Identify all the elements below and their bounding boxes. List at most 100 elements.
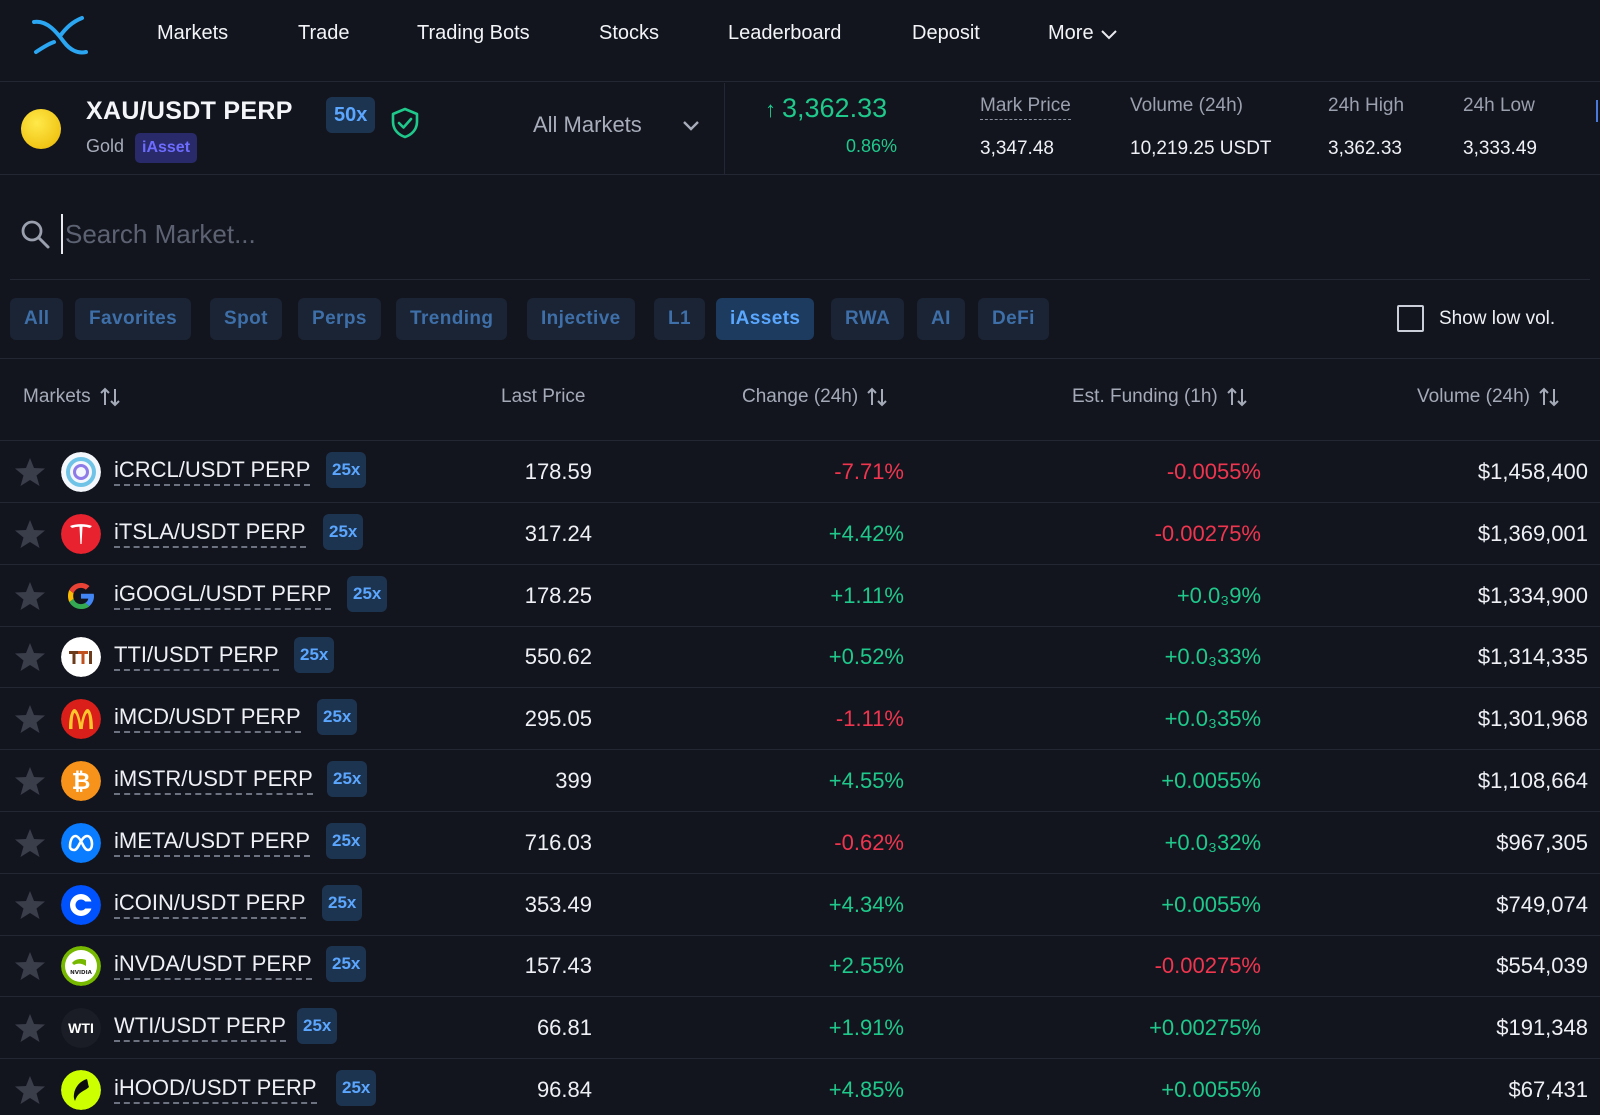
- market-name[interactable]: iGOOGL/USDT PERP: [114, 581, 332, 610]
- sort-icon[interactable]: [1538, 386, 1560, 408]
- chip-rwa[interactable]: RWA: [831, 298, 905, 340]
- table-row[interactable]: iCRCL/USDT PERP 25x 178.59 -7.71% -0.0055% $1…: [0, 441, 1600, 503]
- chip-trending[interactable]: Trending: [396, 298, 508, 340]
- chip-injective[interactable]: Injective: [527, 298, 635, 340]
- leverage-badge: 25x: [322, 884, 363, 921]
- top-nav: Markets Trade Trading Bots Stocks Leader…: [0, 0, 1600, 82]
- mcdonalds-icon: [61, 699, 101, 740]
- th-funding: Est. Funding (1h): [1072, 386, 1248, 408]
- mark-price-value: 3,347.48: [980, 138, 1054, 159]
- chip-perps[interactable]: Perps: [298, 298, 381, 340]
- show-low-vol-label[interactable]: Show low vol.: [1439, 308, 1556, 329]
- sort-icon[interactable]: [99, 386, 121, 408]
- nav-markets[interactable]: Markets: [157, 22, 229, 44]
- nav-trade[interactable]: Trade: [298, 22, 350, 44]
- volume-cell: $1,314,335: [1477, 644, 1588, 670]
- leverage-badge: 25x: [317, 699, 358, 736]
- filter-divider: [0, 358, 1600, 359]
- market-name[interactable]: iHOOD/USDT PERP: [114, 1075, 317, 1104]
- search-input[interactable]: [61, 214, 761, 254]
- volume-value: 10,219.25 USDT: [1130, 138, 1272, 159]
- chip-l1[interactable]: L1: [654, 298, 705, 340]
- nav-leaderboard[interactable]: Leaderboard: [728, 22, 842, 44]
- th-change-label: Change (24h): [742, 386, 859, 408]
- volume-cell: $67,431: [1508, 1077, 1588, 1102]
- chip-iassets[interactable]: iAssets: [716, 298, 815, 340]
- market-name[interactable]: iMSTR/USDT PERP: [114, 766, 313, 795]
- favorite-star-icon[interactable]: [14, 828, 46, 863]
- market-header: [0, 83, 1600, 175]
- table-row[interactable]: NVIDIA iNVDA/USDT PERP 25x 157.43 +2.55% -0.0…: [0, 935, 1600, 998]
- all-markets-dropdown[interactable]: All Markets: [533, 112, 699, 138]
- market-name[interactable]: iTSLA/USDT PERP: [114, 519, 306, 548]
- nav-more[interactable]: More: [1048, 22, 1118, 45]
- search-divider: [10, 279, 1590, 280]
- last-price-cell: 96.84: [536, 1077, 592, 1102]
- favorite-star-icon[interactable]: [14, 890, 46, 925]
- wti-icon: WTI: [61, 1008, 101, 1049]
- mark-price-label[interactable]: Mark Price: [980, 95, 1071, 120]
- market-name[interactable]: iCRCL/USDT PERP: [114, 457, 311, 486]
- favorite-star-icon[interactable]: [14, 1075, 46, 1110]
- table-row[interactable]: TTI/USDT PERP 25x 550.62 +0.52% +0.0₃33% $1,3…: [0, 626, 1600, 689]
- market-name[interactable]: WTI/USDT PERP: [114, 1013, 286, 1043]
- market-name[interactable]: TTI/USDT PERP: [114, 642, 279, 672]
- table-row[interactable]: iHOOD/USDT PERP 25x 96.84 +4.85% +0.0055% $67…: [0, 1059, 1600, 1115]
- table-row[interactable]: iMETA/USDT PERP 25x 716.03 -0.62% +0.0₃32% $9…: [0, 812, 1600, 874]
- favorite-star-icon[interactable]: [14, 704, 46, 739]
- market-name[interactable]: iNVDA/USDT PERP: [114, 951, 312, 981]
- market-name[interactable]: iCOIN/USDT PERP: [114, 890, 306, 919]
- funding-cell: +0.00275%: [1149, 1015, 1261, 1041]
- google-icon: [61, 575, 101, 616]
- shield-check-icon: [391, 107, 419, 139]
- leverage-badge: 25x: [327, 761, 368, 797]
- favorite-star-icon[interactable]: [14, 1013, 46, 1048]
- chip-favorites[interactable]: Favorites: [75, 298, 192, 340]
- table-row[interactable]: iGOOGL/USDT PERP 25x 178.25 +1.11% +0.0₃9% $1…: [0, 565, 1600, 627]
- favorite-star-icon[interactable]: [14, 951, 46, 986]
- leverage-badge: 25x: [347, 575, 388, 612]
- low-value: 3,333.49: [1463, 138, 1537, 159]
- scroll-indicator: [1596, 100, 1598, 122]
- pair-title: XAU/USDT PERP: [86, 97, 293, 125]
- table-row[interactable]: iTSLA/USDT PERP 25x 317.24 +4.42% -0.00275% $…: [0, 503, 1600, 565]
- sort-icon[interactable]: [866, 386, 888, 408]
- high-label: 24h High: [1328, 95, 1405, 116]
- table-row[interactable]: ₿ iMSTR/USDT PERP 25x 399 +4.55% +0.0055% $1,1…: [0, 750, 1600, 812]
- chip-defi[interactable]: DeFi: [978, 298, 1049, 340]
- leverage-badge: 25x: [326, 452, 367, 488]
- chip-ai[interactable]: AI: [917, 298, 965, 340]
- volume-cell: $554,039: [1496, 953, 1588, 979]
- circle-icon: [61, 452, 101, 492]
- chip-all[interactable]: All: [10, 298, 64, 340]
- table-row[interactable]: iCOIN/USDT PERP 25x 353.49 +4.34% +0.0055% $7…: [0, 874, 1600, 936]
- funding-cell: +0.0055%: [1161, 1077, 1261, 1102]
- market-name[interactable]: iMCD/USDT PERP: [114, 704, 301, 734]
- table-row[interactable]: iMCD/USDT PERP 25x 295.05 -1.11% +0.0₃35% $1,…: [0, 688, 1600, 751]
- change-cell: +1.11%: [830, 582, 904, 608]
- market-name[interactable]: iMETA/USDT PERP: [114, 828, 310, 857]
- show-low-vol-checkbox[interactable]: [1397, 305, 1424, 332]
- th-markets-label: Markets: [23, 386, 91, 408]
- favorite-star-icon[interactable]: [14, 642, 46, 677]
- last-price-cell: 399: [555, 768, 592, 793]
- favorite-star-icon[interactable]: [14, 519, 46, 554]
- nav-deposit[interactable]: Deposit: [912, 22, 980, 44]
- nav-trading-bots[interactable]: Trading Bots: [417, 22, 530, 44]
- funding-cell: -0.00275%: [1154, 520, 1261, 546]
- sort-icon[interactable]: [1226, 386, 1248, 408]
- nav-stocks[interactable]: Stocks: [599, 22, 660, 44]
- meta-icon: [61, 822, 101, 863]
- app-logo-icon[interactable]: [30, 14, 90, 58]
- table-row[interactable]: WTI WTI/USDT PERP 25x 66.81 +1.91% +0.00275% $…: [0, 997, 1600, 1060]
- leverage-badge: 25x: [294, 637, 335, 674]
- favorite-star-icon[interactable]: [14, 766, 46, 801]
- favorite-star-icon[interactable]: [14, 581, 46, 616]
- bitcoin-icon: ₿: [61, 761, 101, 801]
- volume-cell: $1,369,001: [1477, 520, 1588, 546]
- chip-spot[interactable]: Spot: [210, 298, 282, 340]
- header-divider: [724, 83, 725, 174]
- favorite-star-icon[interactable]: [14, 457, 46, 492]
- search-icon: [21, 220, 50, 249]
- gold-icon: [21, 109, 61, 149]
